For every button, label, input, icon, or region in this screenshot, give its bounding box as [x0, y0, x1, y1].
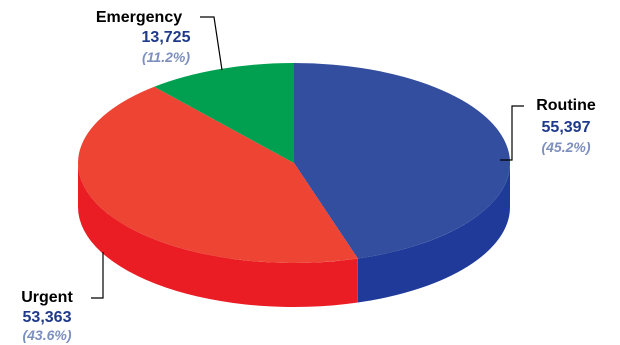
label-urgent: Urgent 53,363 (43.6%) — [21, 289, 73, 343]
slice-routine — [294, 63, 511, 259]
slice-emergency — [154, 63, 294, 163]
slice-side-urgent — [77, 163, 358, 308]
slice-percent-routine: (45.2%) — [541, 139, 590, 155]
slice-percent-emergency: (11.2%) — [142, 49, 190, 65]
slice-urgent — [78, 86, 358, 264]
slice-side-routine — [357, 163, 511, 303]
leader-urgent — [91, 252, 104, 299]
slice-percent-urgent: (43.6%) — [22, 327, 71, 343]
label-routine: Routine 55,397 (45.2%) — [536, 97, 596, 155]
leader-emergency — [200, 16, 223, 71]
slice-value-emergency: 13,725 — [142, 29, 191, 46]
leader-lines — [91, 16, 524, 299]
slice-label-routine: Routine — [536, 97, 596, 114]
leader-routine — [500, 105, 524, 161]
slice-value-urgent: 53,363 — [23, 309, 72, 326]
slice-label-emergency: Emergency — [96, 9, 182, 26]
pie-tops — [78, 63, 511, 264]
pie-sides — [77, 163, 511, 308]
slice-label-urgent: Urgent — [21, 289, 73, 306]
slice-value-routine: 55,397 — [542, 119, 591, 136]
label-emergency: Emergency 13,725 (11.2%) — [96, 9, 191, 65]
